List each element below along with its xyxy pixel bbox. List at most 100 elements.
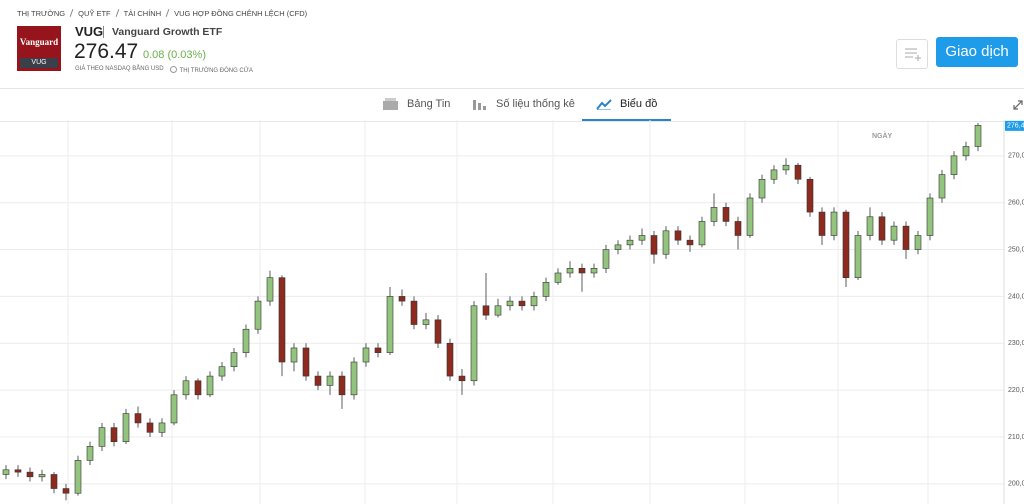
menu-button[interactable]: [896, 39, 928, 69]
candle-body: [770, 169, 778, 180]
note-wrap: THỊ TRƯỜNG ĐÓNG CỬA: [169, 66, 253, 74]
candle-body: [686, 239, 694, 246]
candle-body: [566, 268, 574, 274]
candle-body: [110, 427, 118, 442]
last-price-label: 276,4: [1007, 123, 1024, 130]
candle-body: [362, 347, 370, 363]
y-tick-label: 220,0: [1008, 387, 1024, 394]
candle-body: [458, 375, 466, 382]
logo-ticker: VUG: [20, 58, 58, 68]
tab[interactable]: Biểu đồ: [582, 89, 672, 121]
instrument-name: Vanguard Growth ETF: [103, 26, 222, 38]
candle-body: [470, 305, 478, 382]
candle-body: [98, 427, 106, 447]
candle-body: [494, 305, 502, 316]
candle-body: [170, 394, 178, 424]
candle-body: [578, 268, 586, 274]
y-tick-label: 230,0: [1008, 340, 1024, 347]
candle-body: [590, 268, 598, 274]
candle-body: [206, 375, 214, 396]
price: 276.47: [74, 40, 139, 63]
notes: GIÁ THEO NASDAQ BẰNG USD THỊ TRƯỜNG ĐÓNG …: [75, 66, 253, 74]
trade-button[interactable]: Giao dịch: [936, 37, 1018, 67]
price-change: 0.08 (0.03%): [143, 49, 206, 61]
candle-body: [794, 164, 802, 180]
candle-body: [842, 211, 850, 278]
candle-body: [14, 469, 22, 473]
candle-body: [446, 342, 454, 377]
tab-label: Bảng Tin: [407, 98, 451, 110]
candle-body: [374, 347, 382, 353]
candle-body: [962, 146, 970, 157]
y-tick-label: 250,0: [1008, 246, 1024, 253]
candle-body: [914, 235, 922, 250]
separator: [165, 9, 170, 17]
expand-icon[interactable]: [1012, 99, 1024, 111]
candle-body: [746, 197, 754, 236]
candle-body: [338, 375, 346, 396]
tab-label: Số liệu thống kê: [496, 98, 575, 110]
candle-body: [626, 239, 634, 246]
candle-body: [758, 178, 766, 199]
tab[interactable]: Bảng Tin: [382, 89, 450, 120]
candle-body: [938, 174, 946, 199]
candle-body: [386, 296, 394, 353]
candle-body: [950, 155, 958, 175]
chart: 200,0 210,0 220,0 230,0 240,0 250,0 260,0 270,0…: [0, 120, 1024, 504]
candle-body: [818, 211, 826, 236]
note: GIÁ THEO NASDAQ BẰNG USD: [75, 66, 164, 72]
candle-body: [86, 446, 94, 461]
breadcrumb-item[interactable]: QUỸ ETF: [78, 9, 111, 18]
candle-body: [482, 305, 490, 316]
candle-body: [674, 230, 682, 241]
menu-icon: [905, 48, 921, 61]
candle-body: [194, 380, 202, 396]
candle-body: [242, 328, 250, 353]
candle-body: [38, 474, 46, 478]
candle-body: [878, 216, 886, 241]
candle-body: [74, 460, 82, 494]
candle-body: [614, 244, 622, 250]
candle-body: [734, 221, 742, 236]
candle-body: [974, 125, 982, 147]
candle-body: [122, 413, 130, 442]
breadcrumb-item[interactable]: THỊ TRƯỜNG: [17, 9, 66, 18]
separator: [69, 9, 74, 17]
tab-icon: [383, 98, 398, 110]
logo-brand: Vanguard: [19, 37, 59, 47]
breadcrumb-item[interactable]: TÀI CHÍNH: [123, 9, 162, 18]
candle-body: [530, 296, 538, 307]
logo: Vanguard VUG: [17, 26, 61, 71]
candle-body: [554, 272, 562, 283]
breadcrumb-item[interactable]: VUG HỢP ĐỒNG CHÊNH LỆCH (CFD): [174, 9, 308, 18]
candle-body: [134, 413, 142, 424]
candle-body: [314, 375, 322, 386]
candle-body: [602, 249, 610, 269]
y-tick-label: 200,0: [1008, 481, 1024, 488]
candle-body: [638, 235, 646, 241]
candle-body: [146, 422, 154, 433]
tab[interactable]: Số liệu thống kê: [472, 89, 575, 120]
candle-body: [830, 211, 838, 236]
tab-label: Biểu đồ: [620, 98, 658, 110]
candle-body: [266, 277, 274, 302]
y-tick-label: 260,0: [1008, 200, 1024, 207]
tab-icon: [596, 99, 612, 111]
candle-body: [710, 207, 718, 222]
y-tick-label: 270,0: [1008, 153, 1024, 160]
candle-body: [698, 221, 706, 246]
candle-body: [890, 225, 898, 241]
candle-body: [410, 300, 418, 325]
candle-body: [434, 319, 442, 344]
y-tick-label: 210,0: [1008, 434, 1024, 441]
candle-body: [302, 347, 310, 377]
candle-body: [182, 380, 190, 396]
candle-body: [398, 296, 406, 302]
candle-body: [158, 422, 166, 433]
candle-body: [62, 488, 70, 494]
candle-body: [26, 471, 34, 478]
y-tick-label: 240,0: [1008, 293, 1024, 300]
candle-body: [518, 300, 526, 307]
candle-body: [506, 300, 514, 307]
